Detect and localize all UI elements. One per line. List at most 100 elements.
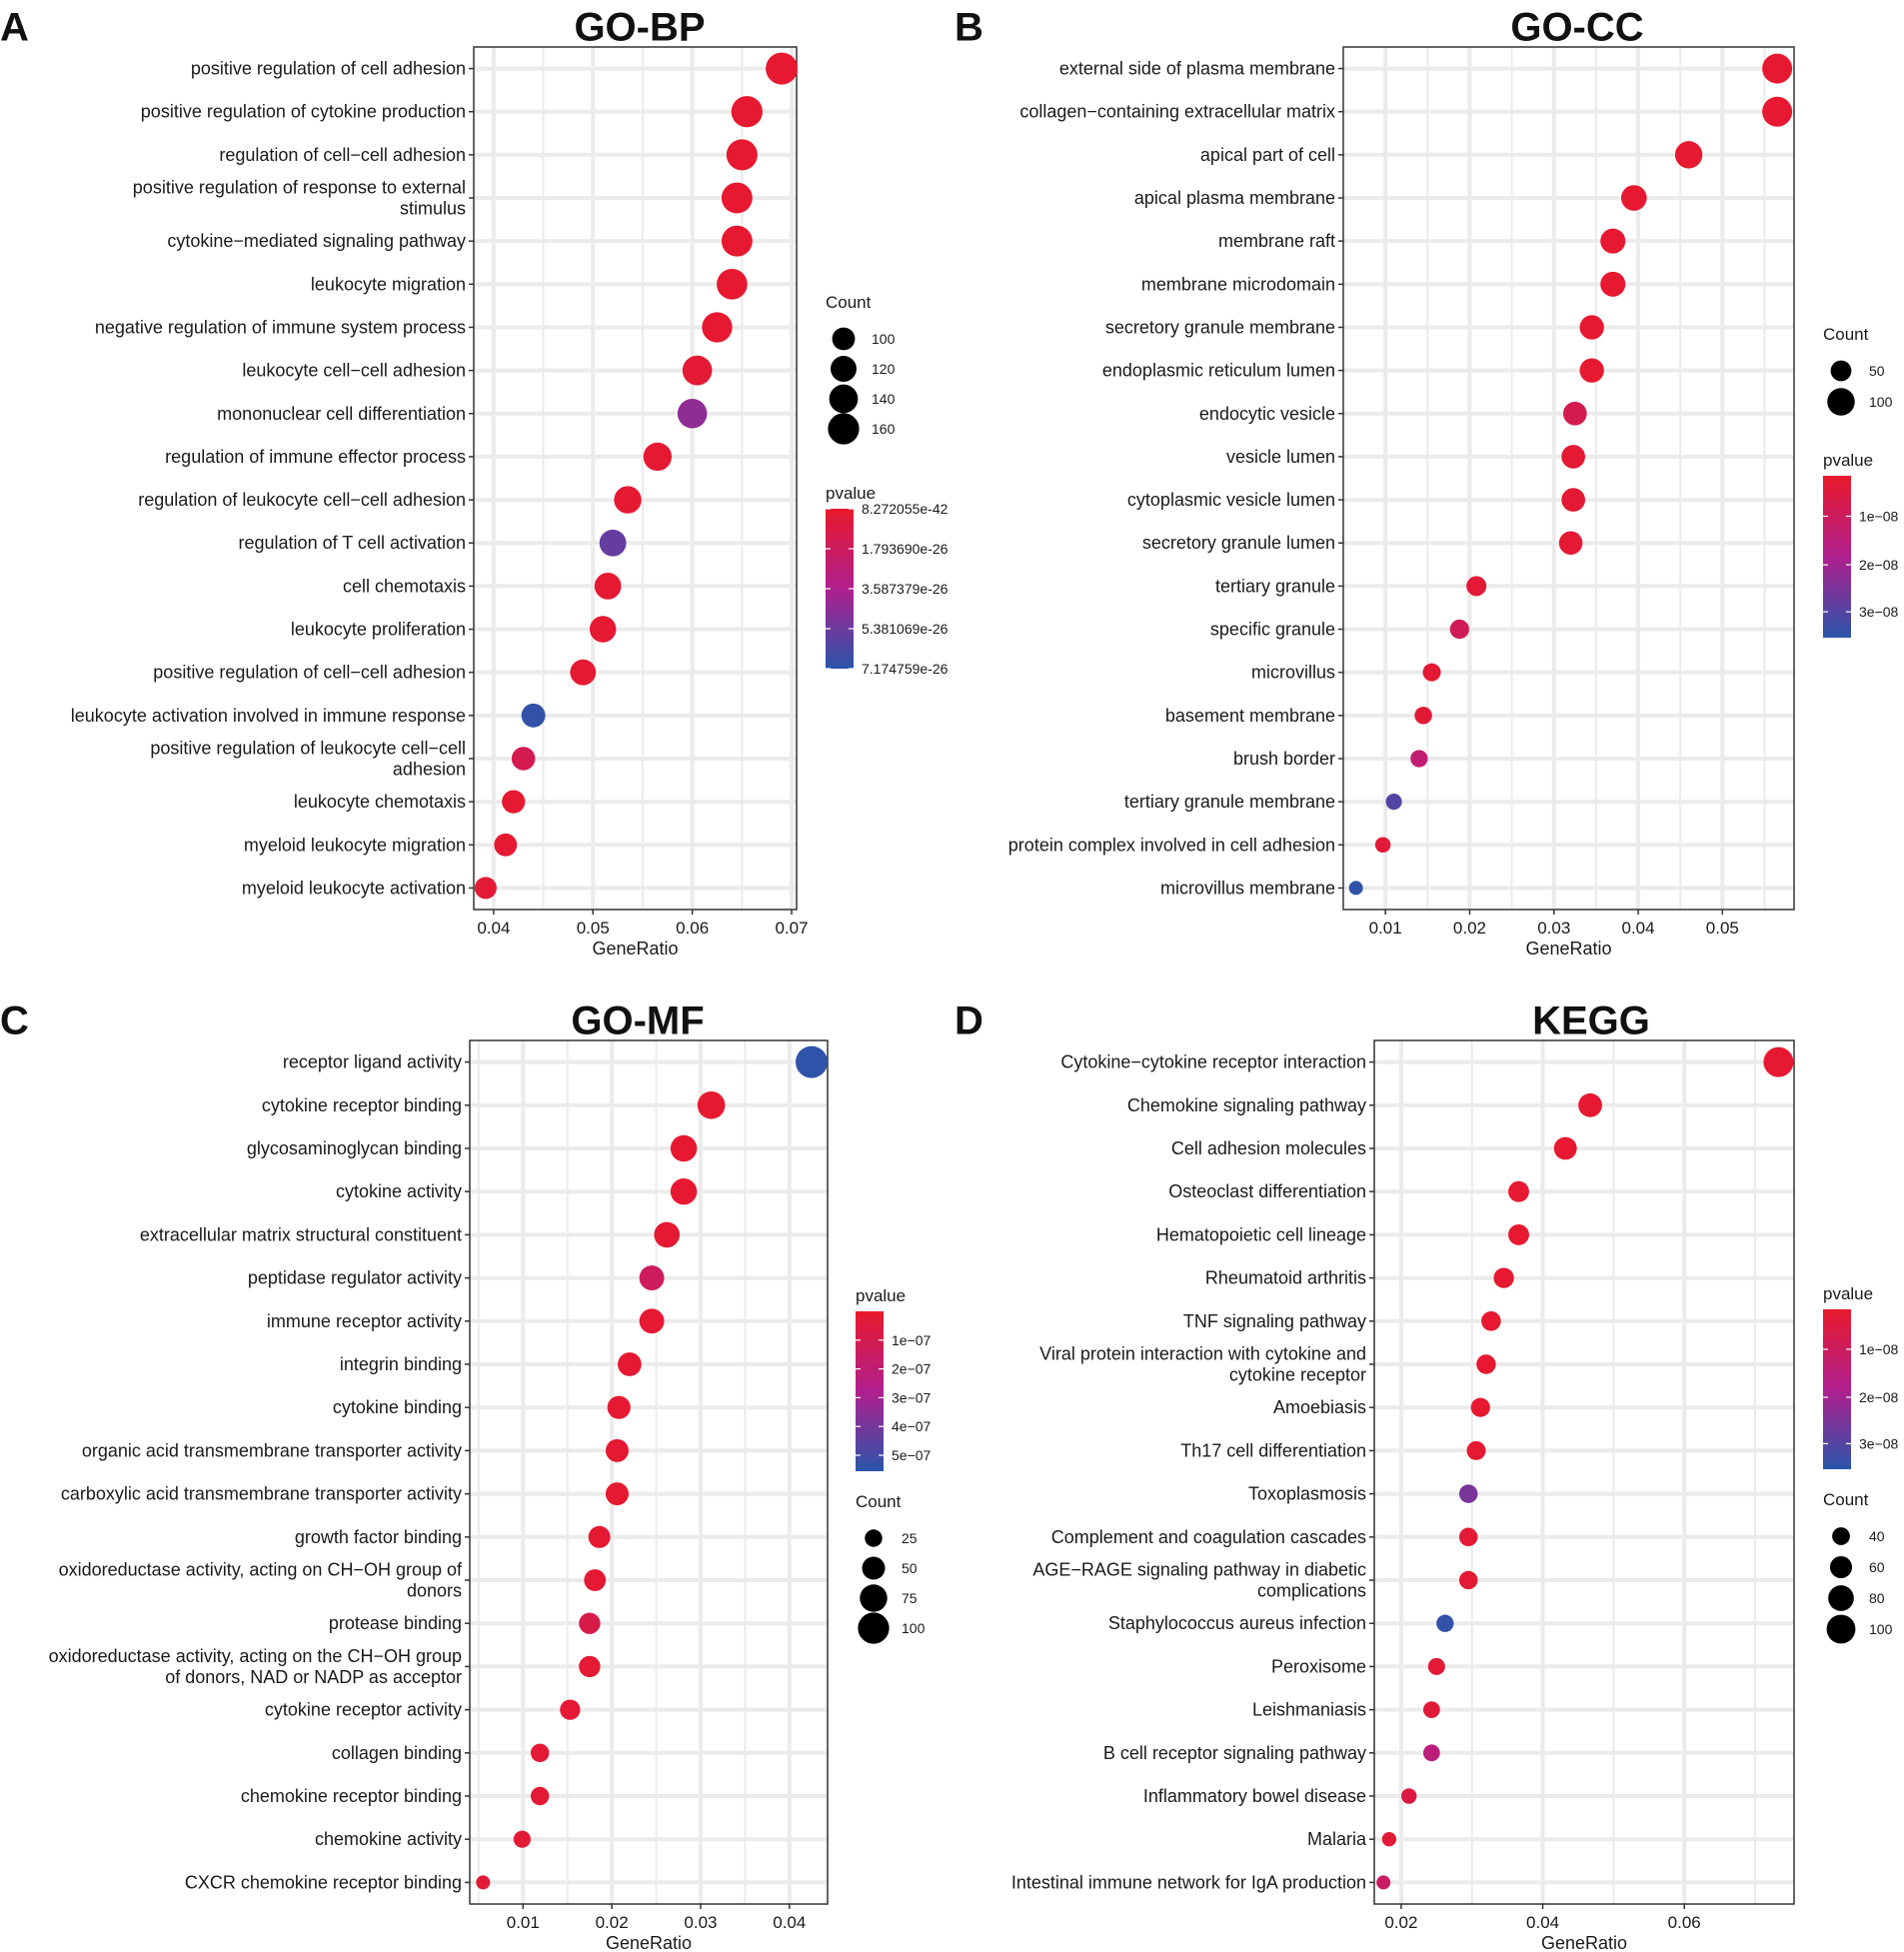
data-point bbox=[1376, 1875, 1391, 1890]
y-tick-label: cytokine−mediated signaling pathway bbox=[167, 231, 466, 251]
y-tick-label: brush border bbox=[1233, 749, 1335, 769]
color-legend-label: 2e−07 bbox=[892, 1361, 932, 1377]
data-point bbox=[697, 1090, 726, 1119]
y-tick-label-line: immune receptor activity bbox=[267, 1311, 462, 1331]
x-tick-label: 0.04 bbox=[1526, 1913, 1559, 1932]
data-point bbox=[721, 225, 753, 257]
data-point bbox=[618, 1352, 642, 1376]
y-tick-label-line: AGE−RAGE signaling pathway in diabetic bbox=[1032, 1560, 1366, 1580]
panel-c: C GO-MF receptor ligand activity cytokine r… bbox=[0, 999, 932, 1952]
size-legend-key bbox=[862, 1556, 886, 1580]
y-tick-label: carboxylic acid transmembrane transporte… bbox=[61, 1484, 462, 1504]
y-tick-label: glycosaminoglycan binding bbox=[247, 1138, 462, 1158]
y-tick-label-line: positive regulation of leukocyte cell−ce… bbox=[150, 738, 466, 758]
panel-a: A GO-BP positive regulation of cell adhesi… bbox=[0, 6, 949, 959]
y-tick-label-line: brush border bbox=[1233, 749, 1335, 769]
y-tick-label: Staphylococcus aureus infection bbox=[1108, 1613, 1366, 1633]
data-point bbox=[1600, 271, 1626, 297]
panel-letter: C bbox=[0, 999, 29, 1043]
size-legend-key bbox=[1828, 1585, 1854, 1611]
y-tick-label-line: donors bbox=[407, 1581, 462, 1601]
y-tick-label-line: endocytic vesicle bbox=[1199, 404, 1335, 424]
y-tick-label: Toxoplasmosis bbox=[1248, 1484, 1366, 1504]
color-legend-label: 4e−07 bbox=[892, 1418, 932, 1434]
y-tick-label-line: apical part of cell bbox=[1200, 145, 1335, 165]
size-legend-key bbox=[1830, 360, 1852, 382]
size-legend: Count 25 50 75 100 bbox=[856, 1492, 926, 1644]
y-tick-label-line: of donors, NAD or NADP as acceptor bbox=[165, 1667, 462, 1687]
y-tick-label-line: chemokine receptor binding bbox=[241, 1786, 462, 1806]
y-tick-label: positive regulation of cell−cell adhesio… bbox=[153, 663, 466, 683]
data-point bbox=[476, 1875, 491, 1890]
y-tick-label-line: Toxoplasmosis bbox=[1248, 1484, 1366, 1504]
size-legend-label: 50 bbox=[1869, 363, 1885, 379]
data-point bbox=[530, 1743, 550, 1763]
x-tick-label: 0.04 bbox=[477, 919, 510, 938]
color-legend-label: 5.381069e-26 bbox=[862, 621, 949, 637]
data-point bbox=[639, 1265, 665, 1291]
data-point bbox=[1481, 1310, 1501, 1331]
y-tick-label-line: cytokine−mediated signaling pathway bbox=[167, 231, 466, 251]
y-tick-label: leukocyte activation involved in immune … bbox=[71, 706, 466, 726]
y-tick-label: cytokine receptor activity bbox=[265, 1700, 462, 1720]
data-point bbox=[530, 1786, 550, 1806]
data-point bbox=[1493, 1267, 1514, 1288]
y-tick-label-line: Viral protein interaction with cytokine … bbox=[1039, 1344, 1366, 1364]
data-point bbox=[1561, 488, 1585, 512]
y-tick-label: endocytic vesicle bbox=[1199, 404, 1335, 424]
y-tick-label-line: Inflammatory bowel disease bbox=[1143, 1786, 1366, 1806]
y-tick-label: positive regulation of leukocyte cell−ce… bbox=[150, 738, 466, 779]
data-point bbox=[1436, 1614, 1454, 1632]
y-tick-label-line: CXCR chemokine receptor binding bbox=[185, 1872, 462, 1892]
color-legend-label: 3.587379e-26 bbox=[862, 581, 949, 597]
y-tick-label-line: carboxylic acid transmembrane transporte… bbox=[61, 1484, 462, 1504]
color-legend-label: 5e−07 bbox=[892, 1447, 932, 1463]
y-tick-label: collagen−containing extracellular matrix bbox=[1019, 102, 1335, 122]
data-point bbox=[726, 139, 758, 171]
y-tick-label: peptidase regulator activity bbox=[248, 1268, 462, 1288]
y-tick-label: myeloid leukocyte activation bbox=[242, 878, 466, 898]
data-point bbox=[702, 312, 733, 343]
y-tick-label: secretory granule membrane bbox=[1105, 317, 1335, 337]
y-tick-label: oxidoreductase activity, acting on the C… bbox=[49, 1646, 462, 1687]
y-tick-label: secretory granule lumen bbox=[1142, 533, 1335, 553]
y-tick-label: vesicle lumen bbox=[1226, 447, 1335, 467]
y-tick-label: Peroxisome bbox=[1271, 1656, 1366, 1676]
y-tick-label-line: mononuclear cell differentiation bbox=[217, 404, 466, 424]
size-legend-title: Count bbox=[1823, 1490, 1869, 1509]
size-legend-label: 25 bbox=[902, 1530, 918, 1546]
data-point bbox=[579, 1612, 601, 1634]
size-legend-label: 100 bbox=[902, 1620, 926, 1636]
panel-d: D KEGG Cytokine−cytokine receptor interact… bbox=[954, 999, 1899, 1952]
y-tick-label: basement membrane bbox=[1165, 706, 1335, 726]
data-point bbox=[589, 616, 617, 643]
y-tick-label: positive regulation of response to exter… bbox=[133, 178, 466, 219]
data-point bbox=[1422, 663, 1441, 682]
plot-frame bbox=[1342, 46, 1795, 911]
y-tick-label: microvillus bbox=[1251, 663, 1335, 683]
y-tick-label: Viral protein interaction with cytokine … bbox=[1039, 1344, 1366, 1385]
data-point bbox=[513, 1830, 532, 1848]
y-tick-label-line: positive regulation of response to exter… bbox=[133, 178, 466, 198]
y-tick-label-line: growth factor binding bbox=[295, 1527, 462, 1547]
y-tick-label-line: Th17 cell differentiation bbox=[1180, 1440, 1366, 1460]
y-tick-label-line: positive regulation of cell adhesion bbox=[191, 59, 466, 79]
size-legend-key bbox=[1829, 1555, 1853, 1579]
y-tick-label-line: Leishmaniasis bbox=[1252, 1700, 1366, 1720]
data-point bbox=[494, 833, 518, 857]
y-tick-label: collagen binding bbox=[332, 1743, 462, 1763]
panel-letter: B bbox=[954, 6, 983, 50]
y-tick-label-line: leukocyte cell−cell adhesion bbox=[242, 361, 466, 381]
y-tick-label-line: regulation of cell−cell adhesion bbox=[219, 145, 466, 165]
y-tick-label-line: leukocyte proliferation bbox=[291, 620, 466, 640]
y-tick-label-line: Peroxisome bbox=[1271, 1656, 1366, 1676]
y-tick-label-line: cell chemotaxis bbox=[343, 576, 466, 596]
color-legend-label: 3e−08 bbox=[1859, 1435, 1899, 1451]
data-point bbox=[731, 96, 763, 128]
y-tick-label: Intestinal immune network for IgA produc… bbox=[1011, 1872, 1366, 1892]
color-legend-title: pvalue bbox=[856, 1286, 906, 1305]
data-point bbox=[670, 1134, 698, 1162]
y-tick-label-line: cytokine receptor binding bbox=[262, 1095, 462, 1115]
